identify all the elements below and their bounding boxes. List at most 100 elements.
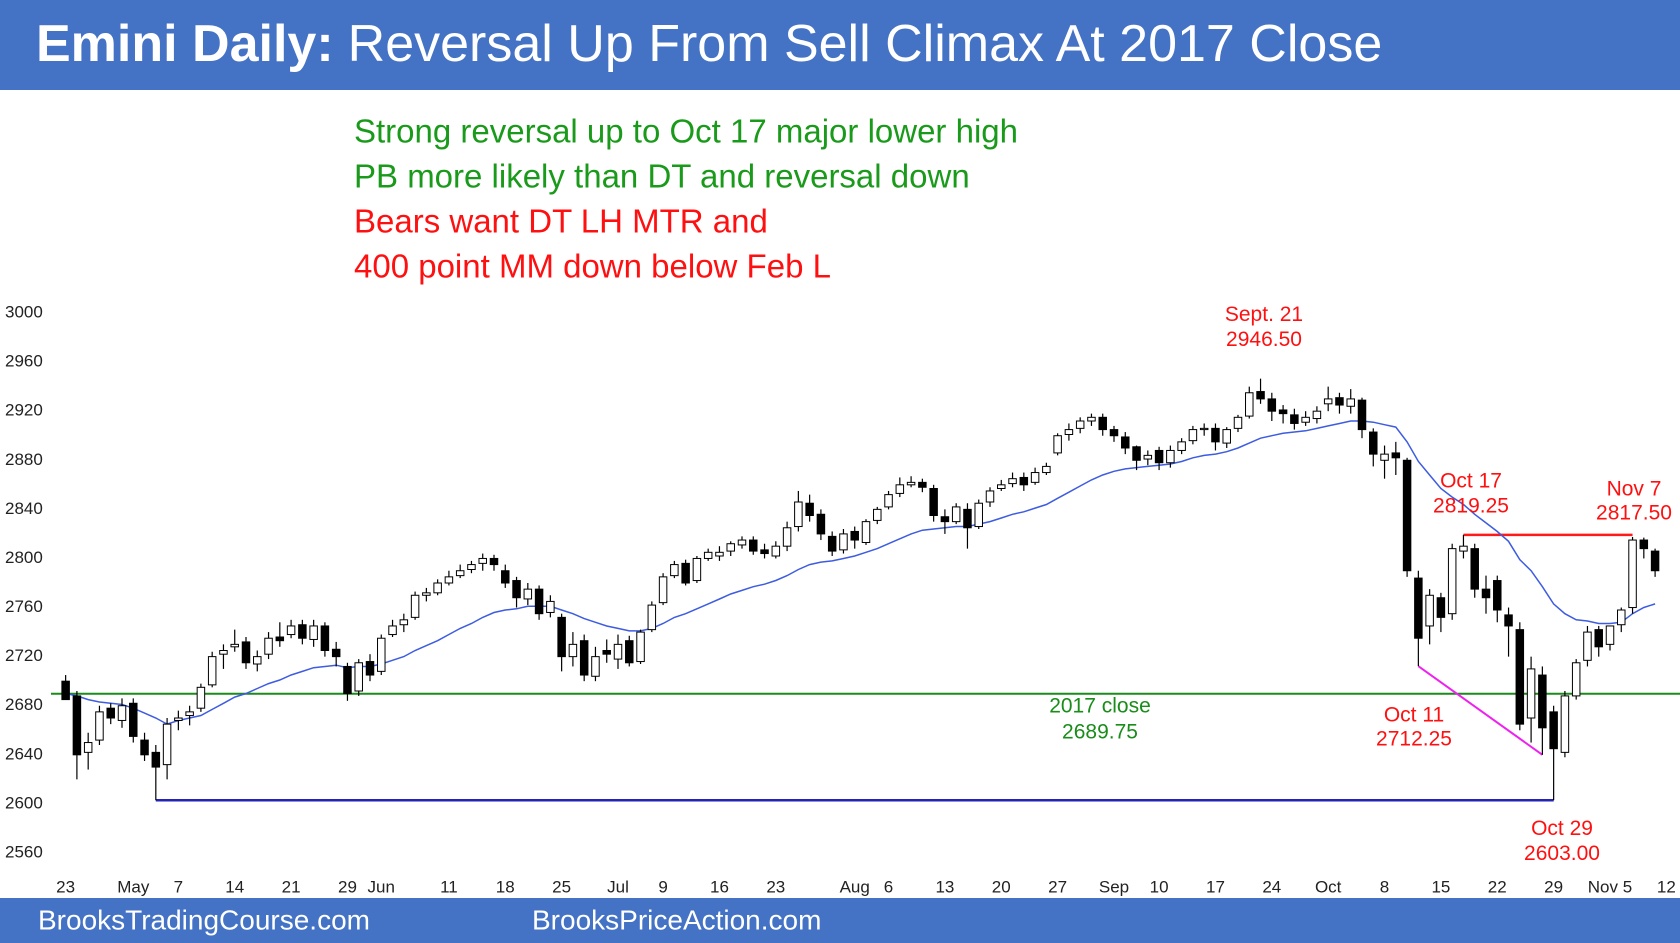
- candle-body: [1380, 453, 1389, 461]
- candle-body: [974, 502, 983, 528]
- candle-body: [839, 533, 848, 551]
- annotation-value: 2689.75: [1062, 720, 1138, 743]
- x-tick-label: 17: [1206, 877, 1225, 896]
- candle-body: [1064, 429, 1074, 436]
- candle-body: [715, 551, 724, 557]
- candle-body: [1459, 545, 1468, 552]
- candle-body: [1166, 449, 1175, 464]
- x-tick-label: 18: [496, 877, 515, 896]
- candle-body: [275, 636, 285, 642]
- candle-body: [264, 637, 273, 655]
- candle-body: [1560, 695, 1570, 753]
- candle-body: [1121, 436, 1130, 449]
- candle-body: [455, 570, 465, 577]
- candle-body: [106, 707, 115, 719]
- x-tick-label: 6: [884, 877, 893, 896]
- title-main: Reversal Up From Sell Climax At 2017 Clo…: [348, 15, 1383, 73]
- candle-body: [230, 643, 239, 648]
- candle-body: [1425, 594, 1434, 627]
- candle-body: [861, 521, 871, 543]
- candle-body: [1008, 478, 1017, 485]
- candle-body: [1087, 416, 1096, 422]
- annotation-text: Sept. 21: [1225, 303, 1303, 326]
- x-tick-label: 27: [1048, 877, 1067, 896]
- candle-body: [309, 625, 318, 640]
- candle-body: [298, 624, 307, 639]
- candle-body: [918, 481, 927, 488]
- candle-body: [895, 484, 905, 494]
- candle-body: [117, 705, 127, 721]
- candle-body: [1075, 420, 1085, 429]
- candle-body: [1030, 472, 1040, 483]
- candle-body: [1357, 399, 1367, 431]
- candle-body: [1245, 392, 1254, 417]
- candle-body: [129, 702, 138, 737]
- candle-body: [1493, 580, 1502, 611]
- y-tick-label: 2760: [5, 597, 43, 616]
- candle-body: [207, 656, 217, 686]
- candle-body: [1222, 429, 1231, 444]
- candle-body: [1290, 414, 1299, 424]
- candle-body: [1639, 539, 1649, 550]
- candle-body: [873, 508, 882, 521]
- candle-body: [681, 562, 690, 584]
- title-lead: Emini Daily:: [36, 15, 334, 73]
- annotation-text: Oct 11: [1384, 704, 1444, 727]
- x-tick-label: 15: [1431, 877, 1450, 896]
- wedge-line: [1417, 665, 1543, 756]
- candle-body: [771, 545, 781, 557]
- candle-body: [1628, 539, 1637, 609]
- candle-body: [816, 513, 826, 535]
- candle-body: [72, 695, 82, 756]
- candle-body: [185, 711, 194, 717]
- x-tick-label: 13: [935, 877, 954, 896]
- x-tick-label: 12: [1657, 877, 1676, 896]
- candle-body: [703, 551, 713, 559]
- candle-body: [940, 516, 950, 523]
- candle-body: [140, 739, 149, 756]
- candle-body: [1278, 409, 1288, 415]
- candle-body: [444, 576, 454, 584]
- candle-body: [162, 723, 172, 766]
- candle-body: [523, 588, 533, 600]
- annotation-value: 2946.50: [1226, 328, 1302, 351]
- candle-body: [670, 564, 679, 577]
- x-tick-label: 23: [56, 877, 75, 896]
- candle-body: [1019, 476, 1029, 486]
- y-tick-label: 2720: [5, 646, 43, 665]
- candle-body: [884, 494, 893, 508]
- candle-body: [388, 625, 397, 636]
- candle-body: [1323, 398, 1333, 405]
- candle-body: [782, 527, 792, 547]
- x-tick-label: 22: [1488, 877, 1507, 896]
- candle-body: [1177, 441, 1186, 451]
- candle-body: [906, 481, 916, 486]
- candle-body: [602, 650, 611, 655]
- annotation-value: 2603.00: [1524, 842, 1600, 865]
- annotation-text: Oct 29: [1531, 817, 1593, 840]
- candle-body: [1098, 416, 1107, 431]
- note: Strong reversal up to Oct 17 major lower…: [354, 113, 1018, 150]
- x-tick-label: 7: [174, 877, 183, 896]
- header-bar: [0, 0, 1680, 90]
- x-tick-label: 20: [992, 877, 1011, 896]
- candle-body: [692, 557, 702, 582]
- x-tick-label: 10: [1150, 877, 1169, 896]
- candle-body: [1402, 459, 1412, 572]
- candle-body: [850, 530, 859, 541]
- annotation-value: 2817.50: [1596, 502, 1672, 525]
- note: Bears want DT LH MTR and: [354, 203, 768, 240]
- candle-body: [568, 643, 578, 658]
- x-tick-label: 29: [338, 877, 357, 896]
- note: 400 point MM down below Feb L: [354, 248, 831, 285]
- candle-body: [331, 648, 341, 658]
- candle-body: [1211, 427, 1220, 443]
- candle-body: [365, 661, 375, 676]
- candle-body: [174, 717, 183, 721]
- annotation-text: Nov 7: [1607, 478, 1662, 501]
- candle-body: [557, 616, 566, 658]
- candle-body: [726, 543, 735, 552]
- y-tick-label: 2640: [5, 744, 43, 763]
- footer-bar: [0, 898, 1680, 943]
